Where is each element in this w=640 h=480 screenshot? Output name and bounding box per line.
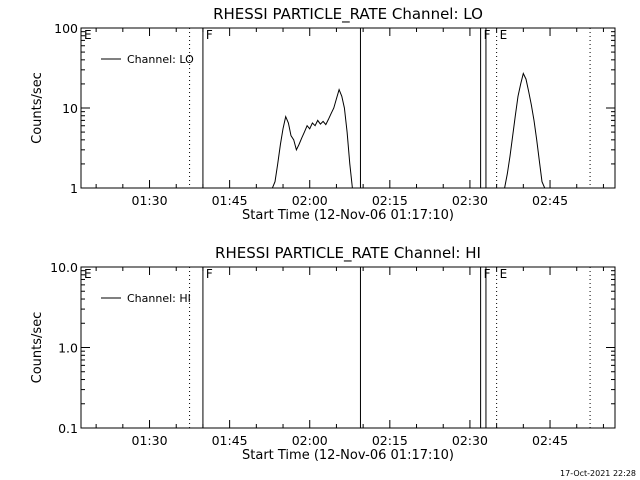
- x-tick-label: 02:15: [372, 433, 408, 448]
- y-tick-label: 10.0: [50, 260, 78, 275]
- y-tick-label: 100: [54, 21, 78, 36]
- x-axis-label: Start Time (12-Nov-06 01:17:10): [242, 208, 454, 223]
- chart-title: RHESSI PARTICLE_RATE Channel: LO: [213, 5, 483, 24]
- x-tick-label: 01:45: [212, 193, 248, 208]
- y-tick-label: 1.0: [58, 341, 78, 356]
- x-tick-label: 01:30: [132, 193, 168, 208]
- x-tick-label: 02:45: [532, 193, 568, 208]
- y-tick-label: 1: [70, 181, 78, 196]
- annotation-label: E: [500, 28, 508, 42]
- series-line-1: [504, 72, 546, 188]
- x-tick-label: 02:30: [452, 433, 488, 448]
- annotation-label: E: [84, 267, 92, 281]
- y-tick-label: 10: [62, 101, 78, 116]
- chart-panel-hi: RHESSI PARTICLE_RATE Channel: HI Start Ti…: [30, 244, 616, 463]
- annotation-label: E: [500, 267, 508, 281]
- y-tick-label: 0.1: [58, 421, 78, 436]
- annotation-label: F: [484, 28, 491, 42]
- x-tick-label: 02:30: [452, 193, 488, 208]
- legend-entry: Channel: LO: [127, 53, 194, 66]
- chart-panel-lo: RHESSI PARTICLE_RATE Channel: LO Start Ti…: [30, 5, 616, 223]
- x-tick-label: 01:45: [212, 433, 248, 448]
- x-tick-label: 02:15: [372, 193, 408, 208]
- x-tick-label: 01:30: [132, 433, 168, 448]
- x-tick-label: 02:00: [292, 433, 328, 448]
- annotation-label: E: [84, 28, 92, 42]
- y-axis-label: Counts/sec: [30, 72, 45, 144]
- annotation-label: F: [206, 267, 213, 281]
- x-axis-label: Start Time (12-Nov-06 01:17:10): [242, 448, 454, 463]
- x-tick-label: 02:00: [292, 193, 328, 208]
- series-line-0: [271, 88, 353, 188]
- generation-timestamp: 17-Oct-2021 22:28: [560, 469, 636, 478]
- legend-entry: Channel: HI: [127, 292, 191, 305]
- y-axis-label: Counts/sec: [30, 312, 45, 384]
- plot-frame: [80, 27, 616, 189]
- x-tick-label: 02:45: [532, 433, 568, 448]
- chart-title: RHESSI PARTICLE_RATE Channel: HI: [215, 244, 481, 263]
- annotation-label: F: [206, 28, 213, 42]
- annotation-label: F: [484, 267, 491, 281]
